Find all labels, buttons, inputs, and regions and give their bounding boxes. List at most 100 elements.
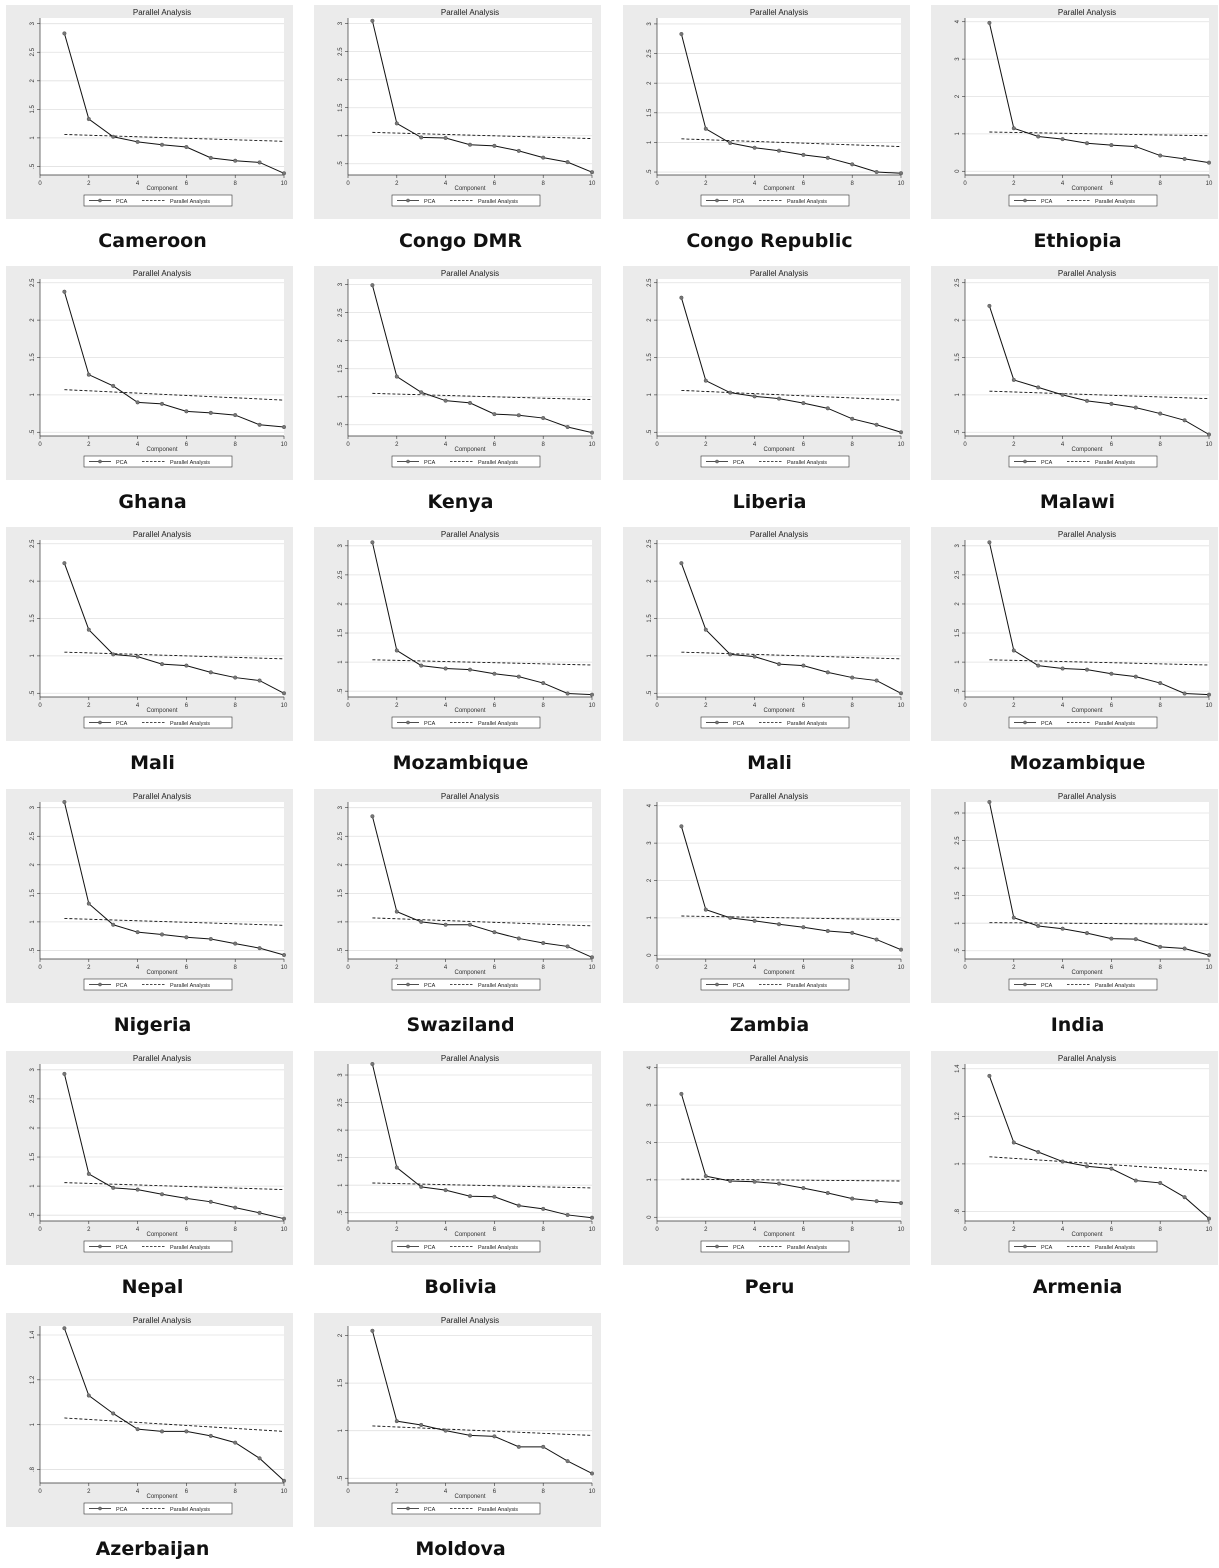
x-tick-label: 8 — [234, 442, 238, 448]
parallel-analysis-line — [64, 389, 285, 401]
pca-point — [825, 155, 830, 160]
pca-point — [492, 671, 497, 676]
country-label: Ghana — [118, 491, 187, 513]
y-tick-label: 3 — [30, 805, 36, 809]
chart-panel: Parallel Analysis .5 1 1.5 2 2.5 3 0 2 4 6 8 10 Compo… — [314, 1051, 601, 1265]
y-tick-label: 2.5 — [647, 278, 653, 287]
pca-line — [988, 305, 1210, 435]
x-tick-label: 0 — [38, 1489, 42, 1495]
y-tick-label: 2.5 — [30, 47, 36, 56]
pca-point — [679, 824, 684, 829]
pca-point — [1158, 411, 1163, 416]
y-tick-label: 2.5 — [30, 278, 36, 287]
x-axis-label: Component — [1071, 970, 1102, 976]
x-tick-label: 8 — [542, 1227, 546, 1233]
legend-pca-label: PCA — [733, 1245, 745, 1251]
parallel-analysis-line — [372, 659, 593, 666]
pca-point — [282, 1216, 287, 1221]
x-tick-label: 4 — [753, 1227, 757, 1233]
pca-point — [1158, 681, 1163, 686]
x-tick-label: 4 — [1061, 181, 1065, 187]
pca-point — [850, 675, 855, 680]
chart-cell: Parallel Analysis 0 1 2 3 4 0 2 4 6 8 10 Component PC… — [617, 784, 922, 1044]
pca-point — [1182, 691, 1187, 696]
x-tick-label: 8 — [542, 1489, 546, 1495]
y-tick-label: 2 — [30, 78, 36, 82]
x-tick-label: 6 — [1110, 442, 1114, 448]
x-tick-label: 4 — [1061, 965, 1065, 971]
x-tick-label: 10 — [589, 1227, 596, 1233]
x-tick-label: 0 — [963, 703, 967, 709]
country-label: Kenya — [427, 491, 494, 513]
pca-point — [590, 692, 595, 697]
pca-point — [590, 170, 595, 175]
x-tick-label: 10 — [898, 442, 905, 448]
y-tick-label: 2 — [955, 602, 961, 606]
pca-point — [159, 401, 164, 406]
chart-cell: Parallel Analysis .5 1 1.5 2 2.5 3 0 2 4 6 8 10 Compo… — [617, 0, 922, 260]
x-tick-label: 4 — [136, 442, 140, 448]
pca-point — [1011, 1140, 1016, 1145]
x-tick-label: 8 — [1159, 1227, 1163, 1233]
pca-point — [590, 955, 595, 960]
chart-title: Parallel Analysis — [750, 1054, 808, 1063]
legend-pca-marker — [715, 720, 719, 725]
y-tick-label: 1 — [955, 660, 961, 664]
pca-line — [63, 801, 285, 956]
x-axis-label: Component — [1071, 708, 1102, 714]
parallel-analysis-line — [681, 1178, 902, 1182]
x-tick-label: 10 — [281, 181, 288, 187]
y-tick-label: 1.4 — [30, 1330, 36, 1339]
country-label: Congo DMR — [398, 230, 523, 252]
pca-point — [703, 378, 708, 383]
pca-point — [492, 1434, 497, 1439]
pca-point — [541, 416, 546, 421]
pca-point — [1109, 143, 1114, 148]
x-tick-label: 4 — [136, 703, 140, 709]
parallel-analysis-chart: Parallel Analysis .5 1 1.5 2 2.5 3 0 2 4 6 8 10 Compo… — [30, 792, 288, 991]
pca-point — [86, 901, 91, 906]
pca-point — [208, 1433, 213, 1438]
y-tick-label: 3 — [338, 543, 344, 547]
pca-point — [728, 652, 733, 657]
legend-pca-label: PCA — [424, 721, 436, 727]
pca-point — [850, 930, 855, 935]
pca-point — [370, 283, 375, 288]
pca-point — [1109, 401, 1114, 406]
parallel-analysis-chart: Parallel Analysis .5 1 1.5 2 2.5 3 0 2 4 6 8 10 Compo… — [338, 530, 596, 729]
plot-area — [40, 18, 284, 175]
y-tick-label: 2.5 — [338, 570, 344, 579]
pca-point — [1182, 1195, 1187, 1200]
chart-panel: Parallel Analysis .5 1 1.5 2 2.5 3 0 2 4 6 8 10 Compo… — [6, 5, 293, 219]
country-label: Malawi — [1039, 491, 1116, 513]
legend-parallel-label: Parallel Analysis — [1095, 721, 1135, 727]
y-tick-label: 1 — [955, 393, 961, 397]
pca-line — [63, 1073, 285, 1220]
x-tick-label: 6 — [493, 1227, 497, 1233]
y-tick-label: 4 — [647, 1065, 653, 1069]
pca-point — [679, 561, 684, 566]
pca-point — [1133, 937, 1138, 942]
legend-pca-marker — [1023, 198, 1027, 203]
pca-point — [801, 1186, 806, 1191]
y-tick-label: 2 — [955, 318, 961, 322]
pca-point — [825, 928, 830, 933]
chart-cell: Parallel Analysis .5 1 1.5 2 2.5 0 2 4 6 8 10 Compon… — [0, 522, 305, 782]
legend-parallel-label: Parallel Analysis — [478, 1245, 518, 1251]
parallel-analysis-line — [989, 922, 1210, 925]
chart-title: Parallel Analysis — [1058, 792, 1116, 801]
plot-area — [40, 1064, 284, 1221]
x-tick-label: 10 — [1206, 965, 1213, 971]
x-tick-label: 6 — [185, 1489, 189, 1495]
x-tick-label: 0 — [346, 1227, 350, 1233]
pca-point — [987, 1073, 992, 1078]
plot-area — [348, 540, 592, 697]
parallel-analysis-line — [372, 392, 593, 401]
pca-point — [159, 662, 164, 667]
legend-parallel-label: Parallel Analysis — [170, 983, 210, 989]
chart-panel: Parallel Analysis 0 1 2 3 4 0 2 4 6 8 10 Component PC… — [623, 789, 910, 1003]
legend-parallel-label: Parallel Analysis — [478, 199, 518, 205]
pca-point — [86, 117, 91, 122]
pca-point — [370, 1328, 375, 1333]
pca-point — [1060, 137, 1065, 142]
